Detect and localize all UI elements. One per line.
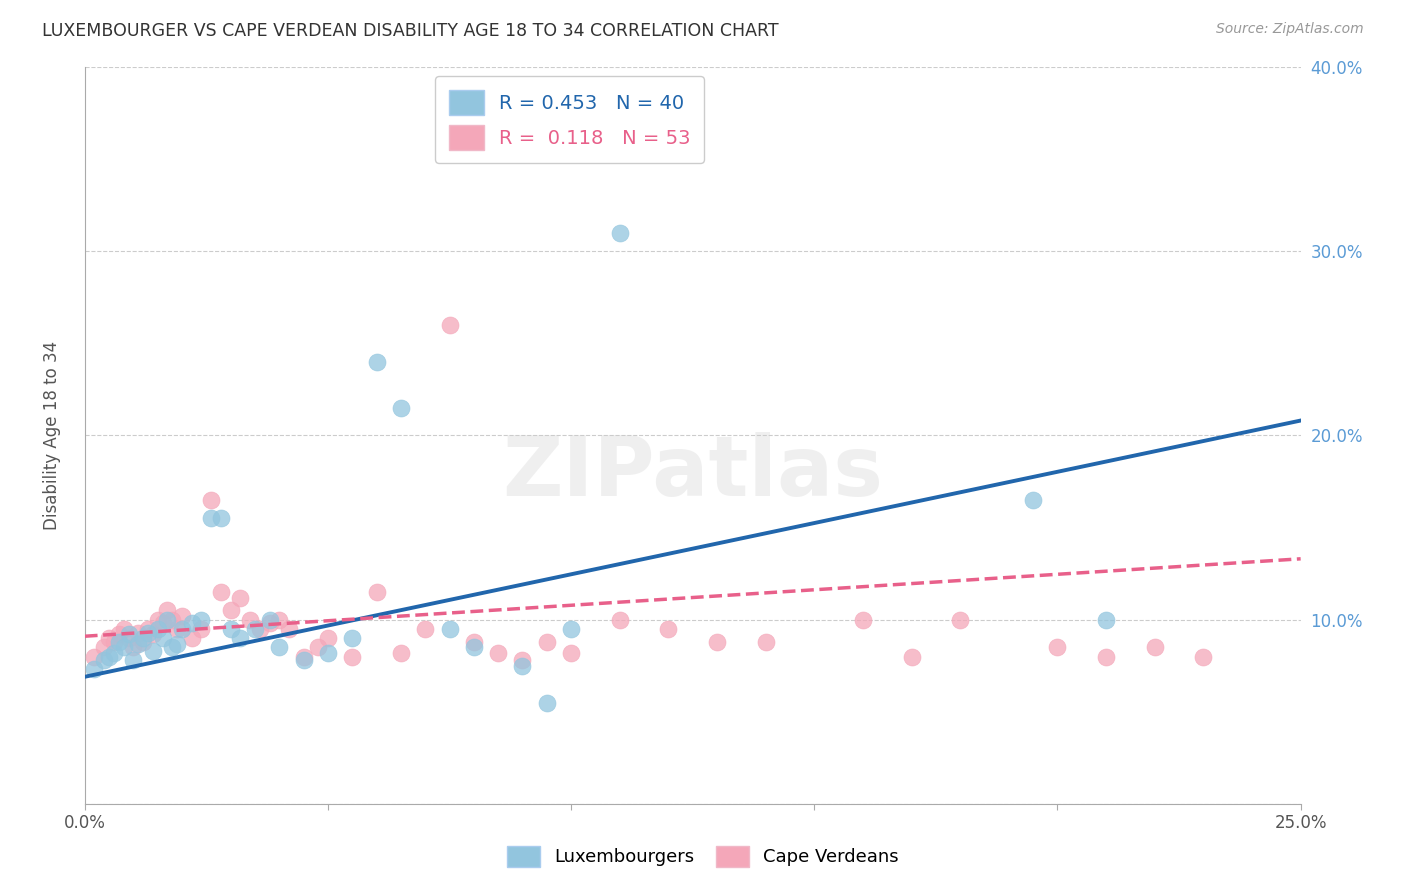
Point	[1095, 613, 1118, 627]
Point	[512, 653, 534, 667]
Point	[609, 613, 631, 627]
Point	[1192, 649, 1215, 664]
Point	[180, 631, 202, 645]
Point	[463, 640, 485, 655]
Point	[278, 622, 301, 636]
Y-axis label: Disability Age 18 to 34: Disability Age 18 to 34	[44, 341, 60, 530]
Point	[112, 640, 135, 655]
Point	[152, 631, 174, 645]
Point	[156, 613, 179, 627]
Point	[1046, 640, 1069, 655]
Point	[755, 634, 778, 648]
Point	[136, 625, 159, 640]
Text: ZIPatlas: ZIPatlas	[502, 432, 883, 513]
Point	[1022, 492, 1045, 507]
Point	[560, 622, 582, 636]
Point	[122, 640, 145, 655]
Point	[413, 622, 436, 636]
Point	[156, 603, 179, 617]
Point	[93, 640, 115, 655]
Point	[142, 627, 165, 641]
Point	[239, 613, 262, 627]
Point	[259, 616, 281, 631]
Legend: R = 0.453   N = 40, R =  0.118   N = 53: R = 0.453 N = 40, R = 0.118 N = 53	[434, 77, 704, 163]
Point	[146, 622, 169, 636]
Point	[536, 696, 558, 710]
Point	[292, 653, 315, 667]
Point	[439, 318, 461, 332]
Point	[162, 640, 184, 655]
Point	[136, 622, 159, 636]
Point	[132, 634, 155, 648]
Point	[342, 649, 364, 664]
Point	[1143, 640, 1166, 655]
Point	[107, 634, 129, 648]
Point	[486, 646, 509, 660]
Point	[166, 637, 188, 651]
Point	[259, 613, 281, 627]
Point	[229, 591, 252, 605]
Point	[98, 649, 121, 664]
Point	[366, 585, 388, 599]
Point	[127, 637, 149, 651]
Point	[389, 401, 412, 415]
Point	[98, 631, 121, 645]
Point	[852, 613, 875, 627]
Point	[117, 627, 139, 641]
Point	[162, 613, 184, 627]
Point	[103, 634, 125, 648]
Point	[122, 653, 145, 667]
Point	[219, 622, 242, 636]
Point	[316, 646, 339, 660]
Point	[103, 646, 125, 660]
Point	[243, 622, 266, 636]
Point	[83, 662, 105, 676]
Point	[132, 631, 155, 645]
Point	[209, 585, 232, 599]
Text: LUXEMBOURGER VS CAPE VERDEAN DISABILITY AGE 18 TO 34 CORRELATION CHART: LUXEMBOURGER VS CAPE VERDEAN DISABILITY …	[42, 22, 779, 40]
Point	[170, 609, 193, 624]
Legend: Luxembourgers, Cape Verdeans: Luxembourgers, Cape Verdeans	[501, 838, 905, 874]
Point	[219, 603, 242, 617]
Point	[512, 658, 534, 673]
Point	[560, 646, 582, 660]
Point	[152, 616, 174, 631]
Point	[900, 649, 922, 664]
Point	[1095, 649, 1118, 664]
Point	[127, 625, 149, 640]
Point	[142, 644, 165, 658]
Point	[657, 622, 679, 636]
Point	[190, 622, 212, 636]
Point	[536, 634, 558, 648]
Point	[949, 613, 972, 627]
Point	[200, 511, 222, 525]
Point	[292, 649, 315, 664]
Point	[229, 631, 252, 645]
Point	[366, 354, 388, 368]
Point	[249, 622, 271, 636]
Point	[146, 613, 169, 627]
Point	[170, 622, 193, 636]
Point	[93, 653, 115, 667]
Point	[269, 640, 291, 655]
Text: Source: ZipAtlas.com: Source: ZipAtlas.com	[1216, 22, 1364, 37]
Point	[706, 634, 728, 648]
Point	[209, 511, 232, 525]
Point	[112, 622, 135, 636]
Point	[180, 616, 202, 631]
Point	[200, 492, 222, 507]
Point	[316, 631, 339, 645]
Point	[389, 646, 412, 660]
Point	[269, 613, 291, 627]
Point	[609, 226, 631, 240]
Point	[83, 649, 105, 664]
Point	[342, 631, 364, 645]
Point	[117, 631, 139, 645]
Point	[107, 627, 129, 641]
Point	[439, 622, 461, 636]
Point	[463, 634, 485, 648]
Point	[166, 622, 188, 636]
Point	[190, 613, 212, 627]
Point	[307, 640, 329, 655]
